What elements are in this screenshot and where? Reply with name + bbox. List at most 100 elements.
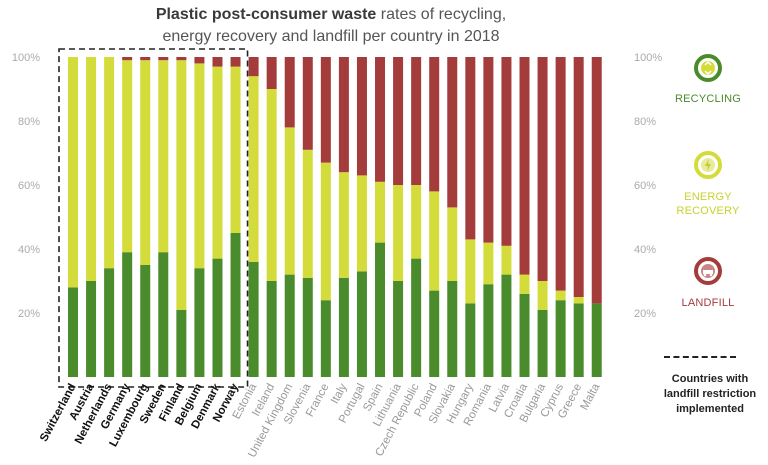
chart-title-line2: energy recovery and landfill per country…: [162, 28, 500, 45]
bar-segment-energy-recovery: [158, 60, 169, 253]
restriction-legend-dash: [664, 356, 736, 358]
bar-segment-landfill: [501, 57, 512, 246]
bar-segment-recycling: [194, 268, 205, 377]
bar-segment-recycling: [230, 233, 241, 377]
bar-segment-energy-recovery: [465, 239, 476, 304]
bar-segment-recycling: [356, 271, 367, 377]
bar-segment-landfill: [266, 57, 277, 89]
y-tick-label-right: 80%: [634, 116, 656, 128]
bar-segment-recycling: [555, 300, 566, 377]
bar-segment-recycling: [176, 309, 187, 377]
bar-segment-landfill: [338, 57, 349, 173]
bar-segment-energy-recovery: [68, 57, 78, 288]
energy-recovery-icon: [694, 151, 722, 179]
bar-segment-energy-recovery: [483, 242, 494, 285]
bar-segment-landfill: [176, 57, 187, 61]
bar-segment-landfill: [555, 57, 566, 291]
bar-segment-recycling: [411, 258, 422, 377]
bar-segment-recycling: [501, 274, 512, 377]
bar-segment-energy-recovery: [519, 274, 530, 294]
bar-segment-landfill: [194, 57, 205, 64]
y-tick-label-right: 60%: [634, 180, 656, 192]
bar-segment-energy-recovery: [411, 185, 422, 259]
bar-segment-landfill: [519, 57, 530, 275]
legend-recycling-label: RECYCLING: [675, 93, 741, 105]
bar-segment-landfill: [429, 57, 440, 192]
x-tick-label: Malta: [579, 381, 603, 412]
legend-energy-line1: ENERGY: [684, 191, 732, 203]
bar-segment-energy-recovery: [375, 181, 386, 243]
bar-segment-energy-recovery: [86, 57, 97, 281]
landfill-icon: [694, 257, 722, 285]
bar-segment-energy-recovery: [140, 60, 151, 266]
bar-segment-energy-recovery: [122, 60, 133, 253]
bar-segment-recycling: [338, 277, 349, 377]
bar-segment-landfill: [411, 57, 422, 185]
y-tick-label-left: 80%: [18, 116, 40, 128]
bar-segment-energy-recovery: [302, 149, 313, 278]
bar-segment-landfill: [591, 57, 602, 304]
y-tick-label-left: 100%: [12, 52, 40, 64]
bar-segment-landfill: [140, 57, 151, 61]
bar-segment-landfill: [483, 57, 494, 243]
bar-segment-recycling: [86, 281, 97, 377]
y-tick-label-left: 40%: [18, 244, 40, 256]
bar-segment-landfill: [122, 57, 133, 61]
y-tick-label-left: 20%: [18, 308, 40, 320]
chart-title-bold: Plastic post-consumer waste: [155, 6, 377, 23]
bar-segment-energy-recovery: [176, 60, 187, 310]
bar-segment-energy-recovery: [537, 281, 548, 310]
bar-segment-recycling: [68, 287, 78, 377]
bar-segment-energy-recovery: [338, 172, 349, 278]
y-tick-label-right: 100%: [634, 52, 662, 64]
bar-segment-energy-recovery: [230, 66, 241, 233]
legend-landfill-label: LANDFILL: [681, 297, 735, 309]
restriction-group-box: [58, 48, 249, 388]
bar-segment-energy-recovery: [555, 290, 566, 301]
bar-segment-recycling: [375, 242, 386, 377]
legend-energy-recovery-label: ENERGY RECOVERY: [660, 190, 756, 218]
legend-energy-line2: RECOVERY: [676, 205, 740, 217]
bar-segment-recycling: [302, 277, 313, 377]
bar-segment-energy-recovery: [356, 175, 367, 272]
bar-segment-energy-recovery: [447, 207, 458, 281]
bar-segment-recycling: [447, 281, 458, 377]
bar-segment-recycling: [248, 261, 259, 377]
bar-segment-energy-recovery: [429, 191, 440, 291]
bar-segment-landfill: [158, 57, 169, 61]
bar-segment-recycling: [284, 274, 295, 377]
bar-segment-landfill: [465, 57, 476, 240]
bar-segment-recycling: [140, 265, 151, 377]
bar-segment-energy-recovery: [501, 245, 512, 275]
y-tick-label-left: 60%: [18, 180, 40, 192]
bar-segment-landfill: [573, 57, 584, 297]
y-tick-label-right: 40%: [634, 244, 656, 256]
y-tick-label-right: 20%: [634, 308, 656, 320]
bar-segment-energy-recovery: [194, 63, 205, 269]
bar-segment-recycling: [537, 309, 548, 377]
chart-title-line1-rest: rates of recycling,: [380, 6, 507, 23]
chart-title: Plastic post-consumer waste rates of rec…: [96, 4, 566, 48]
bar-segment-recycling: [122, 252, 133, 377]
bar-segment-recycling: [429, 290, 440, 377]
recycling-icon: [694, 54, 722, 82]
bar-segment-energy-recovery: [284, 127, 295, 275]
bar-segment-recycling: [465, 303, 476, 377]
bar-segment-recycling: [519, 293, 530, 377]
bar-segment-landfill: [537, 57, 548, 281]
bar-segment-energy-recovery: [393, 185, 404, 281]
bar-segment-energy-recovery: [320, 162, 331, 301]
bar-segment-landfill: [356, 57, 367, 176]
bar-segment-landfill: [248, 57, 259, 77]
bar-segment-recycling: [591, 303, 602, 377]
bar-segment-energy-recovery: [212, 66, 223, 259]
bar-segment-recycling: [320, 300, 331, 377]
restriction-line1: Countries with: [671, 373, 749, 385]
bar-segment-energy-recovery: [573, 297, 584, 304]
bar-segment-landfill: [393, 57, 404, 185]
bar-segment-recycling: [266, 281, 277, 377]
bar-segment-recycling: [158, 252, 169, 377]
bar-segment-recycling: [104, 268, 115, 377]
restriction-line3: implemented: [676, 403, 744, 415]
